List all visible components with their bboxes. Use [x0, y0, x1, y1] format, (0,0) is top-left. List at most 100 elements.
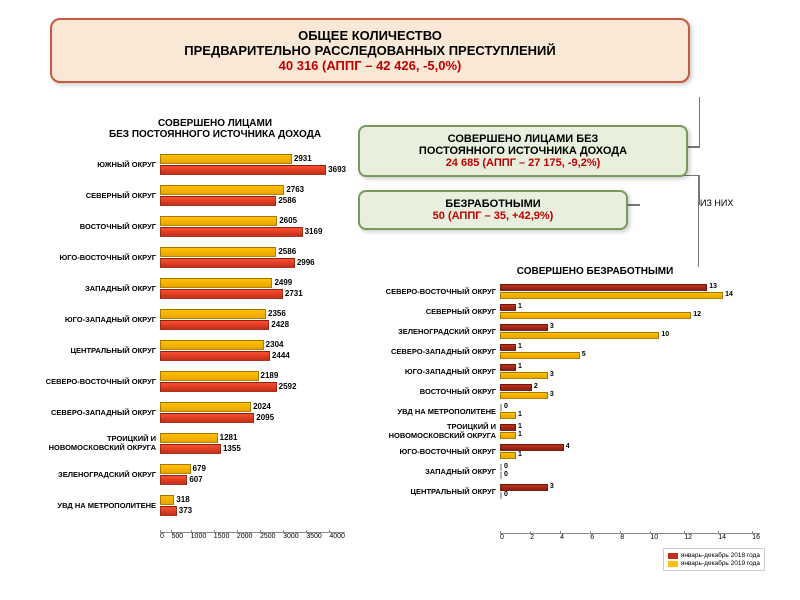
axis-tick: 2000 [237, 533, 253, 540]
bar-value: 0 [501, 471, 508, 478]
bar-value: 3693 [325, 165, 346, 174]
row-label: ЮГО-ЗАПАДНЫЙ ОКРУГ [30, 315, 160, 324]
row-label: ЮГО-ВОСТОЧНЫЙ ОКРУГ [30, 253, 160, 262]
row-label: СЕВЕРНЫЙ ОКРУГ [380, 307, 500, 316]
bar-value: 373 [176, 506, 192, 515]
bar-value: 0 [501, 491, 508, 498]
bar-s2018: 2024 [160, 402, 251, 412]
bar-s2018: 2304 [160, 340, 264, 350]
bar-value: 2605 [276, 216, 297, 225]
row-label: ЗЕЛЕНОГРАДСКИЙ ОКРУГ [30, 470, 160, 479]
bar-s2019: 607 [160, 475, 187, 485]
bar-value: 2586 [275, 196, 296, 205]
bar-value: 1 [515, 451, 522, 458]
bar-s2019: 3169 [160, 227, 303, 237]
bar-value: 1281 [217, 433, 238, 442]
row-label: СЕВЕРО-ВОСТОЧНЫЙ ОКРУГ [30, 377, 160, 386]
row-label: ТРОИЦКИЙ И НОВОМОСКОВСКИЙ ОКРУГА [30, 434, 160, 452]
bar-value: 13 [706, 283, 717, 290]
chart-row: ЗАПАДНЫЙ ОКРУГ00 [380, 462, 775, 480]
bar-value: 1 [515, 431, 522, 438]
callout-line: 50 (АППГ – 35, +42,9%) [370, 210, 616, 222]
bar-s2018: 2499 [160, 278, 272, 288]
row-label: ЗАПАДНЫЙ ОКРУГ [380, 467, 500, 476]
bar-s2018: 2586 [160, 247, 276, 257]
bar-s2018: 13 [500, 284, 707, 291]
row-label: ЮГО-ВОСТОЧНЫЙ ОКРУГ [380, 447, 500, 456]
bar-value: 3169 [302, 227, 323, 236]
bar-s2019: 373 [160, 506, 177, 516]
axis-tick: 6 [590, 534, 594, 541]
chart-row: СЕВЕРО-ВОСТОЧНЫЙ ОКРУГ1314 [380, 282, 775, 300]
chart-row: УВД НА МЕТРОПОЛИТЕНЕ318373 [30, 491, 350, 519]
chart-row: СЕВЕРО-ВОСТОЧНЫЙ ОКРУГ21892592 [30, 367, 350, 395]
axis-tick: 2500 [260, 533, 276, 540]
bar-value: 2356 [265, 309, 286, 318]
bar-value: 3 [547, 483, 554, 490]
bar-value: 1 [515, 303, 522, 310]
bar-value: 2024 [250, 402, 271, 411]
bar-s2018: 3 [500, 324, 548, 331]
axis-tick: 12 [684, 534, 692, 541]
row-label: ЮЖНЫЙ ОКРУГ [30, 160, 160, 169]
bar-s2018: 3 [500, 484, 548, 491]
bar-s2019: 2444 [160, 351, 270, 361]
row-label: ВОСТОЧНЫЙ ОКРУГ [30, 222, 160, 231]
bar-s2018: 2189 [160, 371, 259, 381]
bar-value: 1 [515, 423, 522, 430]
axis-tick: 3000 [283, 533, 299, 540]
bar-value: 2586 [275, 247, 296, 256]
bar-s2019: 2996 [160, 258, 295, 268]
axis-tick: 10 [650, 534, 658, 541]
axis-tick: 8 [620, 534, 624, 541]
axis-tick: 2 [530, 534, 534, 541]
chart-row: ЮГО-ВОСТОЧНЫЙ ОКРУГ41 [380, 442, 775, 460]
bar-value: 2996 [294, 258, 315, 267]
chart1-title: СОВЕРШЕНО ЛИЦАМИ БЕЗ ПОСТОЯННОГО ИСТОЧНИ… [90, 118, 340, 140]
bar-value: 2931 [291, 154, 312, 163]
bar-value: 3 [547, 371, 554, 378]
bar-value: 2444 [269, 351, 290, 360]
bar-s2019: 0 [500, 492, 502, 499]
row-label: ТРОИЦКИЙ И НОВОМОСКОВСКИЙ ОКРУГА [380, 422, 500, 440]
bar-value: 679 [190, 464, 206, 473]
axis-tick: 500 [171, 533, 183, 540]
bar-value: 3 [547, 323, 554, 330]
row-label: ЦЕНТРАЛЬНЫЙ ОКРУГ [30, 346, 160, 355]
bar-s2019: 1 [500, 452, 516, 459]
callout-no-income: СОВЕРШЕНО ЛИЦАМИ БЕЗ ПОСТОЯННОГО ИСТОЧНИ… [358, 125, 688, 177]
row-label: СЕВЕРО-ЗАПАДНЫЙ ОКРУГ [380, 347, 500, 356]
chart-row: СЕВЕРНЫЙ ОКРУГ 1 12 [380, 302, 775, 320]
bar-s2019: 1 [500, 432, 516, 439]
row-label: СЕВЕРО-ВОСТОЧНЫЙ ОКРУГ [380, 287, 500, 296]
bar-value: 1 [515, 343, 522, 350]
bar-s2018: 2931 [160, 154, 292, 164]
bar-s2019: 1 [500, 412, 516, 419]
row-label: УВД НА МЕТРОПОЛИТЕНЕ [380, 407, 500, 416]
chart-unemployed: СЕВЕРО-ВОСТОЧНЫЙ ОКРУГ1314СЕВЕРНЫЙ ОКРУГ… [380, 282, 775, 577]
bar-s2018: 679 [160, 464, 191, 474]
chart-row: ЮЖНЫЙ ОКРУГ29313693 [30, 150, 350, 178]
bar-s2018: 2763 [160, 185, 284, 195]
bar-value: 3 [547, 391, 554, 398]
row-label: ВОСТОЧНЫЙ ОКРУГ [380, 387, 500, 396]
callout-line: 24 685 (АППГ – 27 175, -9,2%) [370, 157, 676, 169]
bar-value: 2304 [263, 340, 284, 349]
bar-value: 12 [690, 311, 701, 318]
callout-line: ПОСТОЯННОГО ИСТОЧНИКА ДОХОДА [370, 145, 676, 157]
header-line1: ОБЩЕЕ КОЛИЧЕСТВО [64, 28, 676, 43]
bar-s2019: 14 [500, 292, 723, 299]
bar-s2019: 1355 [160, 444, 221, 454]
bar-value: 2428 [268, 320, 289, 329]
bar-s2018: 318 [160, 495, 174, 505]
bar-s2019: 0 [500, 472, 502, 479]
bar-s2018: 4 [500, 444, 564, 451]
axis-tick: 0 [500, 534, 504, 541]
bar-s2018: 2 [500, 384, 532, 391]
bar-s2019: 2731 [160, 289, 283, 299]
bar-value: 318 [173, 495, 189, 504]
bar-s2018: 0 [500, 464, 502, 471]
bar-value: 10 [658, 331, 669, 338]
chart-row: ЗАПАДНЫЙ ОКРУГ24992731 [30, 274, 350, 302]
axis-tick: 16 [752, 534, 760, 541]
